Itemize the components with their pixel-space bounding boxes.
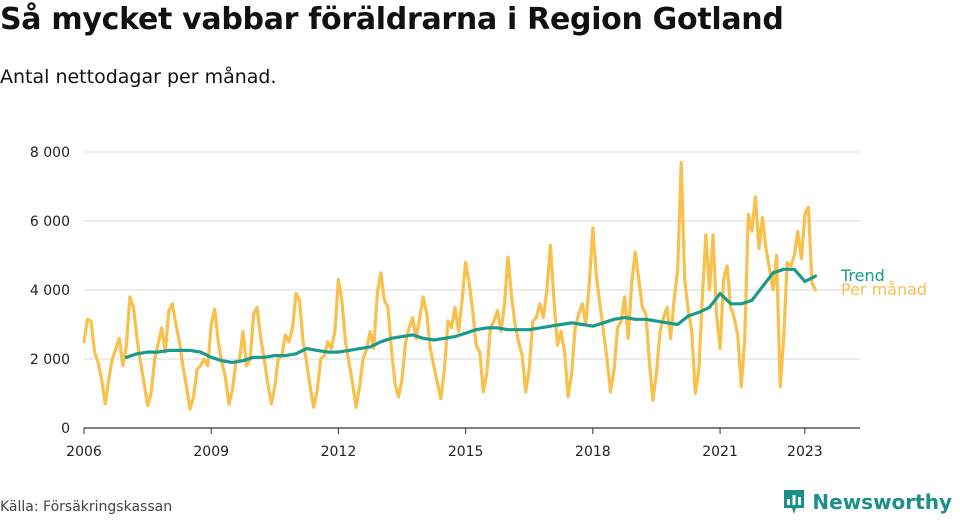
y-tick-label: 6 000 [30, 214, 70, 230]
x-tick-label: 2012 [321, 444, 357, 460]
series-label-trend: Trend [840, 266, 885, 285]
y-tick-label: 8 000 [30, 145, 70, 161]
x-tick-label: 2021 [702, 444, 738, 460]
y-tick-label: 4 000 [30, 283, 70, 299]
axes: 0 2 000 4 000 6 000 8 000 2006 2009 2012 2015 201… [30, 145, 860, 460]
x-tick-label: 2009 [193, 444, 229, 460]
brand-logo: Newsworthy [782, 488, 952, 516]
x-tick-label: 2023 [787, 444, 823, 460]
brand-name: Newsworthy [812, 490, 952, 514]
chart-subtitle: Antal nettodagar per månad. [0, 66, 277, 88]
series-line-per-manad [82, 160, 818, 411]
chart-title: Så mycket vabbar föräldrarna i Region Go… [0, 2, 784, 37]
x-tick-label: 2015 [448, 444, 484, 460]
x-tick-label: 2006 [66, 444, 102, 460]
series-lines [82, 160, 818, 411]
x-tick-label: 2018 [575, 444, 611, 460]
series-label-per-manad: Per månad [841, 280, 927, 299]
y-tick-label: 2 000 [30, 352, 70, 368]
bar-chart-icon [784, 490, 805, 514]
series-line-trend [124, 267, 818, 364]
source-note: Källa: Försäkringskassan [0, 499, 173, 515]
y-tick-label: 0 [61, 421, 70, 437]
